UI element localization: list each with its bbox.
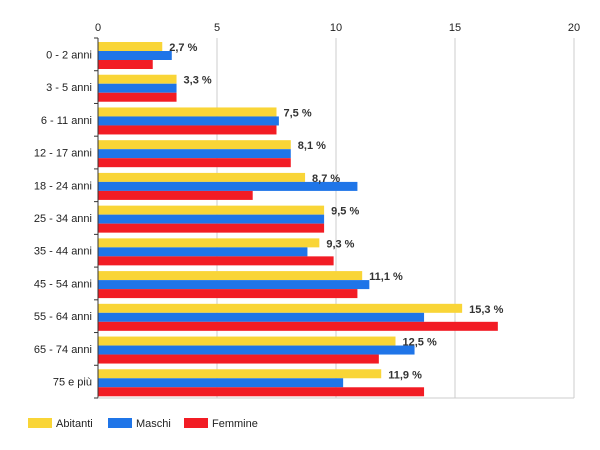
category-label: 0 - 2 anni [46, 49, 92, 61]
data-label: 15,3 % [469, 304, 503, 316]
x-tick-label: 10 [330, 22, 342, 34]
x-tick-label: 5 [214, 22, 220, 34]
bar-abitanti [98, 74, 177, 84]
bar-femmine [98, 354, 379, 364]
category-label: 55 - 64 anni [34, 311, 92, 323]
x-tick-label: 15 [449, 22, 461, 34]
data-label: 2,7 % [169, 42, 197, 54]
data-label: 8,7 % [312, 173, 340, 185]
bar-femmine [98, 190, 253, 200]
bar-abitanti [98, 336, 396, 346]
bar-maschi [98, 345, 415, 355]
data-label: 7,5 % [284, 107, 312, 119]
data-label: 9,5 % [331, 206, 359, 218]
legend-label: Femmine [212, 418, 258, 430]
bar-abitanti [98, 271, 363, 281]
category-label: 18 - 24 anni [34, 180, 92, 192]
bar-femmine [98, 158, 291, 168]
bar-femmine [98, 60, 153, 69]
bar-femmine [98, 92, 177, 102]
bar-abitanti [98, 140, 291, 150]
bar-femmine [98, 256, 334, 266]
data-label: 11,1 % [369, 271, 403, 283]
bar-maschi [98, 51, 172, 60]
bar-abitanti [98, 205, 325, 215]
category-label: 25 - 34 anni [34, 213, 92, 225]
bar-abitanti [98, 172, 306, 182]
category-label: 45 - 54 anni [34, 278, 92, 290]
bar-maschi [98, 378, 344, 388]
bar-abitanti [98, 303, 463, 313]
bar-maschi [98, 214, 325, 224]
bar-maschi [98, 247, 308, 257]
bar-abitanti [98, 42, 163, 51]
category-label: 75 e più [53, 377, 92, 389]
data-label: 11,9 % [388, 369, 422, 381]
bar-maschi [98, 181, 358, 191]
category-label: 6 - 11 anni [41, 115, 92, 127]
legend-swatch-abitanti [28, 418, 52, 428]
bar-maschi [98, 280, 370, 290]
bar-femmine [98, 289, 358, 299]
x-tick-label: 20 [568, 22, 580, 34]
legend-label: Maschi [136, 418, 171, 430]
bar-maschi [98, 116, 279, 126]
bar-abitanti [98, 107, 277, 117]
data-label: 8,1 % [298, 140, 326, 152]
bar-abitanti [98, 238, 320, 248]
bar-femmine [98, 321, 498, 331]
bar-maschi [98, 312, 425, 322]
category-label: 35 - 44 anni [34, 246, 92, 258]
legend-swatch-femmine [184, 418, 208, 428]
bar-femmine [98, 387, 425, 397]
bar-abitanti [98, 369, 382, 379]
bar-maschi [98, 83, 177, 93]
data-label: 9,3 % [326, 238, 354, 250]
x-tick-label: 0 [95, 22, 101, 34]
legend-swatch-maschi [108, 418, 132, 428]
legend-label: Abitanti [56, 418, 93, 430]
data-label: 12,5 % [403, 337, 437, 349]
bar-femmine [98, 125, 277, 135]
category-label: 65 - 74 anni [34, 344, 92, 356]
category-label: 3 - 5 anni [46, 82, 92, 94]
category-label: 12 - 17 anni [34, 148, 92, 160]
bar-maschi [98, 149, 291, 159]
data-label: 3,3 % [184, 75, 212, 87]
bar-femmine [98, 223, 325, 233]
